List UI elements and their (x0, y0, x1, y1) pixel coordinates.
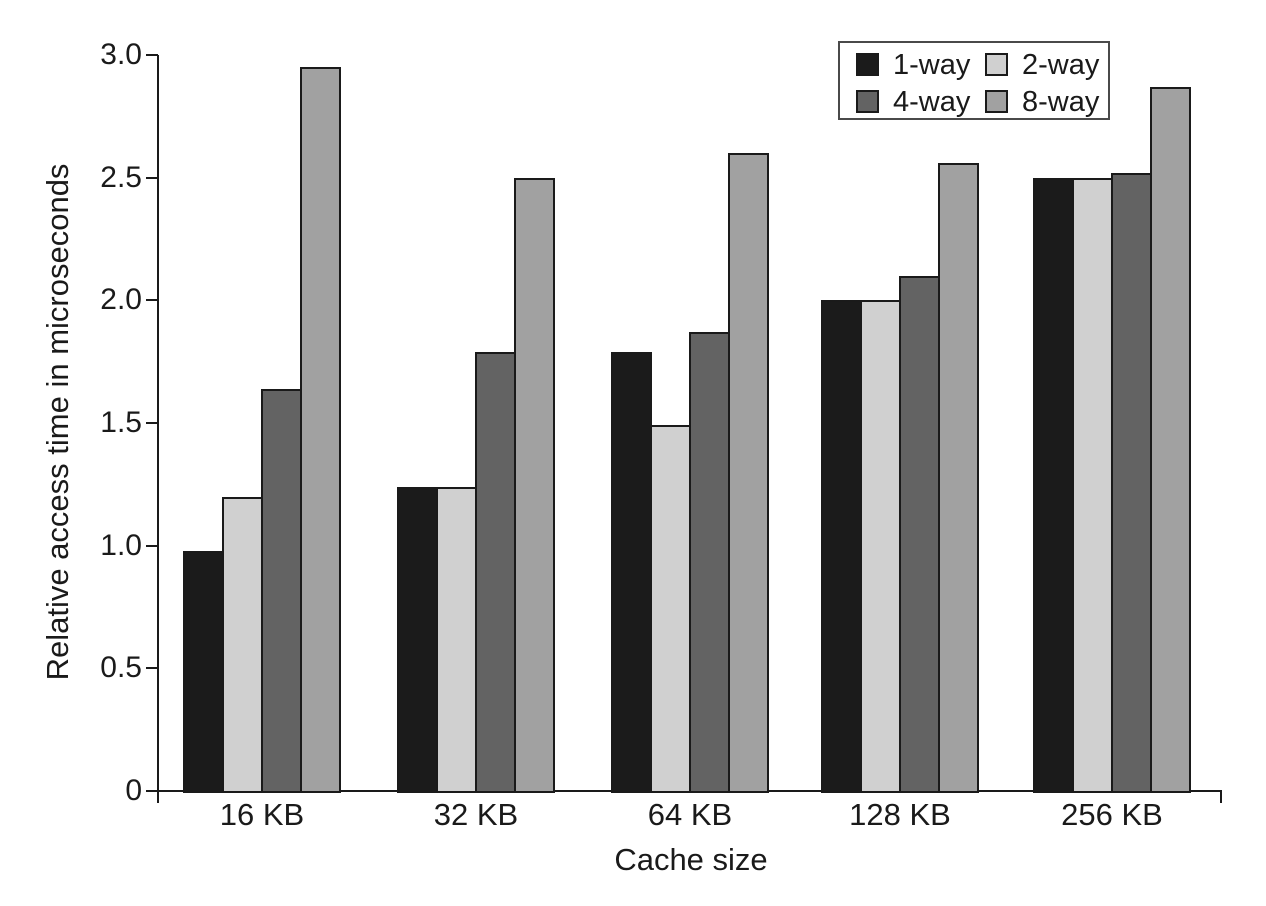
y-tick-2.0 (146, 299, 158, 301)
bar-256-kb-1-way (1033, 178, 1074, 793)
legend: 1-way 2-way 4-way 8-way (838, 41, 1110, 120)
legend-label-1-way: 1-way (893, 49, 971, 81)
bar-16-kb-1-way (183, 551, 224, 793)
x-axis-title: Cache size (614, 842, 768, 877)
y-tick-0 (146, 790, 158, 792)
bar-32-kb-8-way (514, 178, 555, 793)
bar-64-kb-8-way (728, 153, 769, 793)
y-tick-0.5 (146, 667, 158, 669)
bar-128-kb-8-way (938, 163, 979, 793)
bar-64-kb-1-way (611, 352, 652, 793)
bar-32-kb-4-way (475, 352, 516, 793)
bar-128-kb-1-way (821, 300, 862, 793)
legend-swatch-8-way (985, 90, 1008, 113)
legend-label-2-way: 2-way (1022, 49, 1100, 81)
x-category-label-64-kb: 64 KB (647, 797, 733, 832)
y-axis-title: Relative access time in microseconds (40, 163, 75, 681)
x-category-label-128-kb: 128 KB (849, 797, 951, 832)
bar-16-kb-8-way (300, 67, 341, 793)
bar-64-kb-4-way (689, 332, 730, 793)
y-tick-label-3.0: 3.0 (100, 38, 142, 71)
x-category-label-256-kb: 256 KB (1061, 797, 1163, 832)
bar-32-kb-1-way (397, 487, 438, 793)
y-tick-2.5 (146, 177, 158, 179)
y-axis-line (157, 55, 159, 803)
y-tick-label-2.5: 2.5 (100, 161, 142, 194)
bar-128-kb-4-way (899, 276, 940, 793)
y-tick-1.0 (146, 545, 158, 547)
y-tick-3.0 (146, 54, 158, 56)
y-tick-1.5 (146, 422, 158, 424)
legend-swatch-2-way (985, 53, 1008, 76)
bar-16-kb-4-way (261, 389, 302, 793)
bar-32-kb-2-way (436, 487, 477, 793)
legend-label-4-way: 4-way (893, 86, 971, 118)
bar-256-kb-2-way (1072, 178, 1113, 793)
legend-label-8-way: 8-way (1022, 86, 1100, 118)
y-tick-label-0: 0 (125, 774, 142, 807)
bar-16-kb-2-way (222, 497, 263, 793)
x-category-label-16-kb: 16 KB (219, 797, 305, 832)
bar-256-kb-4-way (1111, 173, 1152, 793)
bar-256-kb-8-way (1150, 87, 1191, 793)
bar-128-kb-2-way (860, 300, 901, 793)
legend-swatch-4-way (856, 90, 879, 113)
x-axis-end-tick (1220, 791, 1222, 803)
y-tick-label-1.0: 1.0 (100, 529, 142, 562)
y-tick-label-2.0: 2.0 (100, 283, 142, 316)
y-tick-label-0.5: 0.5 (100, 651, 142, 684)
legend-swatch-1-way (856, 53, 879, 76)
bar-64-kb-2-way (650, 425, 691, 793)
x-category-label-32-kb: 32 KB (433, 797, 519, 832)
y-tick-label-1.5: 1.5 (100, 406, 142, 439)
